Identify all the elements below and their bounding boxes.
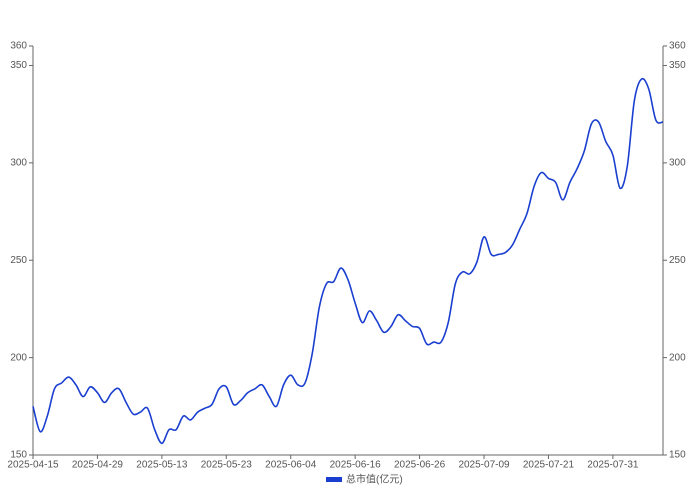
y2-tick-label: 350 [669,60,686,71]
y-tick-label: 250 [10,255,27,266]
y2-tick-label: 200 [669,352,686,363]
x-tick-label: 2025-07-09 [458,460,510,471]
y2-tick-label: 250 [669,255,686,266]
legend-swatch [326,477,342,482]
x-tick-label: 2025-07-31 [587,460,639,471]
y-tick-label: 200 [10,352,27,363]
y2-tick-label: 300 [669,157,686,168]
x-tick-label: 2025-06-26 [394,460,446,471]
x-tick-label: 2025-07-21 [523,460,575,471]
y2-tick-label: 360 [669,41,686,52]
line-series [32,77,664,445]
x-tick-label: 2025-05-13 [136,460,188,471]
y2-tick-label: 150 [669,450,686,461]
x-tick-label: 2025-04-15 [7,460,59,471]
y-tick-label: 350 [10,60,27,71]
y-tick-label: 300 [10,157,27,168]
x-tick-label: 2025-06-16 [330,460,382,471]
y-tick-label: 360 [10,41,27,52]
x-tick-label: 2025-05-23 [201,460,253,471]
x-tick-label: 2025-04-29 [72,460,124,471]
legend-label: 总市值(亿元) [346,473,403,486]
x-tick-label: 2025-06-04 [265,460,317,471]
y-tick-label: 150 [10,450,27,461]
